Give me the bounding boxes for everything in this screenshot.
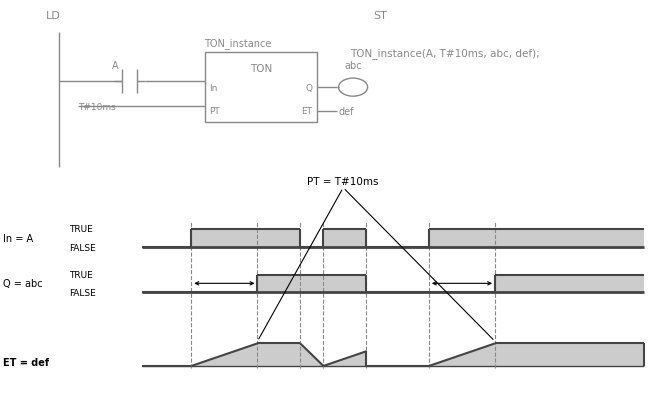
Text: PT = T#10ms: PT = T#10ms [308,176,379,186]
Text: ET = def: ET = def [3,357,49,367]
Polygon shape [323,229,366,247]
Text: ET: ET [301,107,312,116]
Text: FALSE: FALSE [69,243,96,252]
Text: def: def [339,106,354,116]
Bar [205,53,317,123]
Text: In: In [209,83,218,92]
Text: LD: LD [46,11,61,21]
Text: ST: ST [373,11,387,21]
Polygon shape [429,229,644,247]
Text: FALSE: FALSE [69,288,96,297]
Polygon shape [191,344,323,366]
Text: A: A [112,61,118,70]
Text: TON_instance(A, T#10ms, abc, def);: TON_instance(A, T#10ms, abc, def); [350,48,539,58]
Polygon shape [429,344,644,366]
Text: PT: PT [209,107,220,116]
Text: Q: Q [305,83,312,92]
Text: T#10ms: T#10ms [78,103,116,112]
Text: Q = abc: Q = abc [3,279,43,289]
Polygon shape [257,275,366,292]
Polygon shape [323,351,366,366]
Text: abc: abc [345,61,362,71]
Text: TON: TON [249,63,272,73]
Text: TRUE: TRUE [69,270,93,279]
Polygon shape [495,275,644,292]
Text: TON_instance: TON_instance [204,38,271,48]
Text: In = A: In = A [3,233,34,243]
Polygon shape [191,229,300,247]
Text: TRUE: TRUE [69,225,93,234]
